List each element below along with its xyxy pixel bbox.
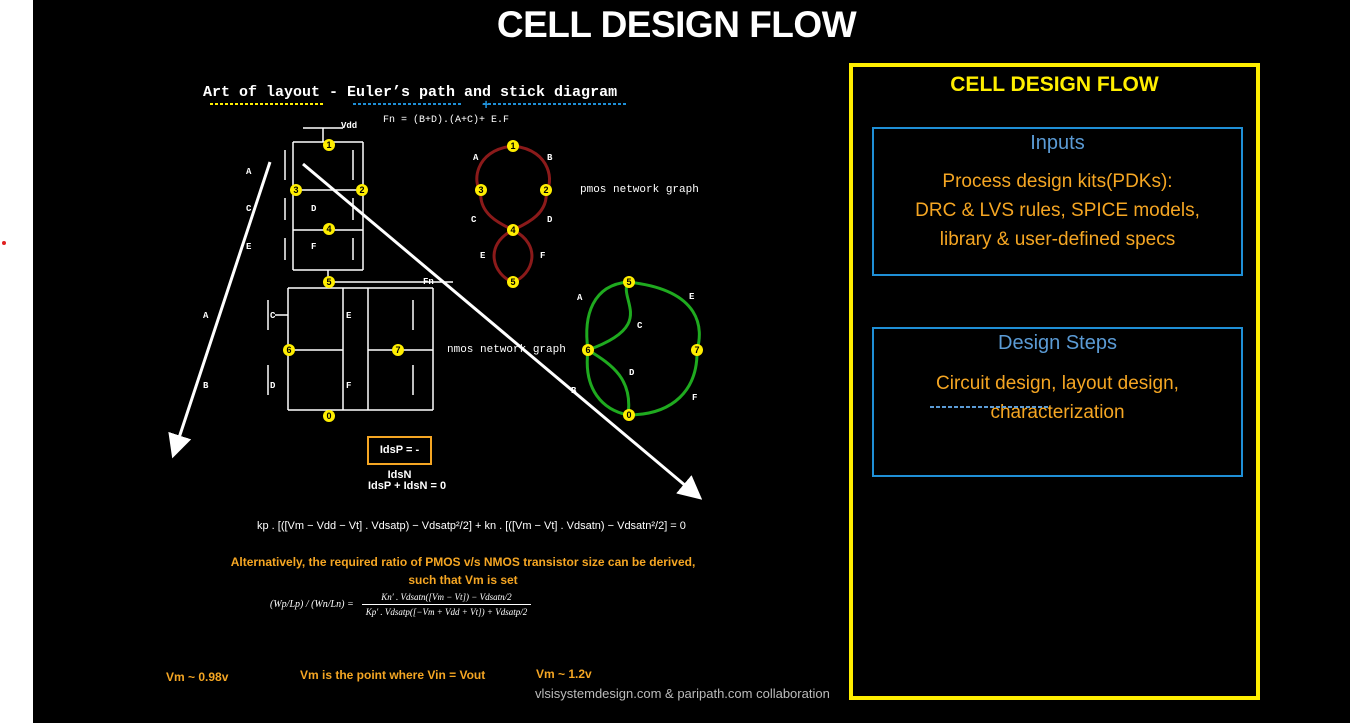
fn-output-label: Fn (423, 277, 434, 287)
pmos-edge-c: C (471, 215, 477, 225)
sch-label-d: D (311, 204, 317, 214)
inputs-line-2: DRC & LVS rules, SPICE models, (915, 200, 1200, 221)
ratio-denominator: Kp′ . Vdsatp([−Vm + Vdd + Vt]) + Vdsatp/… (365, 607, 528, 617)
alternative-line-2: such that Vm is set (408, 573, 518, 587)
pmos-edge-e: E (480, 251, 486, 261)
sch-node-6: 6 (283, 344, 295, 356)
pmos-edge-b: B (547, 153, 553, 163)
sch-nlabel-d: D (270, 381, 276, 391)
nmos-edge-a: A (577, 293, 583, 303)
pmos-node-2: 2 (540, 184, 552, 196)
sch-node-2: 2 (356, 184, 368, 196)
sch-node-5: 5 (323, 276, 335, 288)
ratio-lhs: (Wp/Lp) / (Wn/Ln) = (270, 599, 354, 610)
nmos-graph-label: nmos network graph (447, 344, 566, 356)
steps-line-1: Circuit design, layout design, (936, 373, 1179, 394)
sch-node-1: 1 (323, 139, 335, 151)
pmos-edge-d: D (547, 215, 553, 225)
nmos-edge-e: E (689, 292, 695, 302)
sch-label-c: C (246, 204, 252, 214)
fn-equation: Fn = (B+D).(A+C)+ E.F (383, 115, 510, 126)
vm-definition: Vm is the point where Vin = Vout (300, 668, 486, 682)
design-steps-box: Design Steps Circuit design, layout desi… (872, 327, 1243, 477)
sch-nlabel-c: C (270, 311, 276, 321)
credit: vlsisystemdesign.com & paripath.com coll… (535, 686, 830, 701)
panel-title: CELL DESIGN FLOW (950, 73, 1159, 96)
pmos-graph-label: pmos network graph (580, 184, 699, 196)
nmos-graph (585, 280, 701, 417)
sch-label-f: F (311, 242, 317, 252)
inputs-body: Process design kits(PDKs): DRC & LVS rul… (874, 167, 1241, 254)
nmos-edge-d: D (629, 368, 635, 378)
sch-nlabel-a: A (203, 311, 209, 321)
pmos-node-5: 5 (507, 276, 519, 288)
subtitle-underlines: + (210, 100, 628, 112)
sch-node-0: 0 (323, 410, 335, 422)
pmos-node-3: 3 (475, 184, 487, 196)
slide: CELL DESIGN FLOW Art of layout - Euler’s… (33, 0, 1350, 723)
sch-node-4: 4 (323, 223, 335, 235)
alternative-line-1: Alternatively, the required ratio of PMO… (230, 555, 696, 569)
nmos-edge-f: F (692, 393, 698, 403)
sch-label-a: A (246, 167, 252, 177)
sch-label-e: E (246, 242, 252, 252)
sch-node-3: 3 (290, 184, 302, 196)
steps-line-2: characterization (990, 402, 1125, 423)
pointer-dot (2, 241, 6, 245)
sch-nlabel-f: F (346, 381, 352, 391)
steps-heading: Design Steps (998, 332, 1117, 354)
inputs-box: Inputs Process design kits(PDKs): DRC & … (872, 127, 1243, 276)
sch-nlabel-e: E (346, 311, 352, 321)
vm-right: Vm ~ 1.2v (536, 667, 592, 681)
vdd-label: Vdd (341, 121, 358, 131)
alternative-text: Alternatively, the required ratio of PMO… (213, 553, 713, 589)
inputs-line-1: Process design kits(PDKs): (942, 171, 1173, 192)
ratio-equation: (Wp/Lp) / (Wn/Ln) = Kn′ . Vdsatn([Vm − V… (269, 590, 532, 619)
nmos-edge-c: C (637, 321, 643, 331)
steps-body: Circuit design, layout design, character… (874, 369, 1241, 427)
slide-title: CELL DESIGN FLOW (496, 4, 857, 45)
circuit-design-underline (930, 406, 1048, 408)
ids-box: IdsP = - IdsN (367, 436, 432, 481)
pmos-node-1: 1 (507, 140, 519, 152)
nmos-node-0: 0 (623, 409, 635, 421)
nmos-node-7: 7 (691, 344, 703, 356)
pmos-edge-a: A (473, 153, 479, 163)
ratio-numerator: Kn′ . Vdsatn([Vm − Vt]) − Vdsatn/2 (361, 590, 532, 605)
flow-panel (849, 63, 1260, 700)
nmos-node-5: 5 (623, 276, 635, 288)
inputs-heading: Inputs (1030, 132, 1085, 154)
pmos-edge-f: F (540, 251, 546, 261)
vm-left: Vm ~ 0.98v (166, 670, 229, 684)
svg-text:+: + (482, 100, 490, 112)
pmos-node-4: 4 (507, 224, 519, 236)
sch-node-7: 7 (392, 344, 404, 356)
subtitle: Art of layout - Euler’s path and stick d… (203, 84, 618, 101)
euler-arrows (168, 161, 703, 500)
kp-equation: kp . [([Vm − Vdd − Vt] . Vdsatp) − Vdsat… (257, 520, 686, 532)
ids-sum: IdsP + IdsN = 0 (368, 480, 447, 492)
sch-nlabel-b: B (203, 381, 209, 391)
nmos-node-6: 6 (582, 344, 594, 356)
inputs-line-3: library & user-defined specs (939, 229, 1176, 250)
